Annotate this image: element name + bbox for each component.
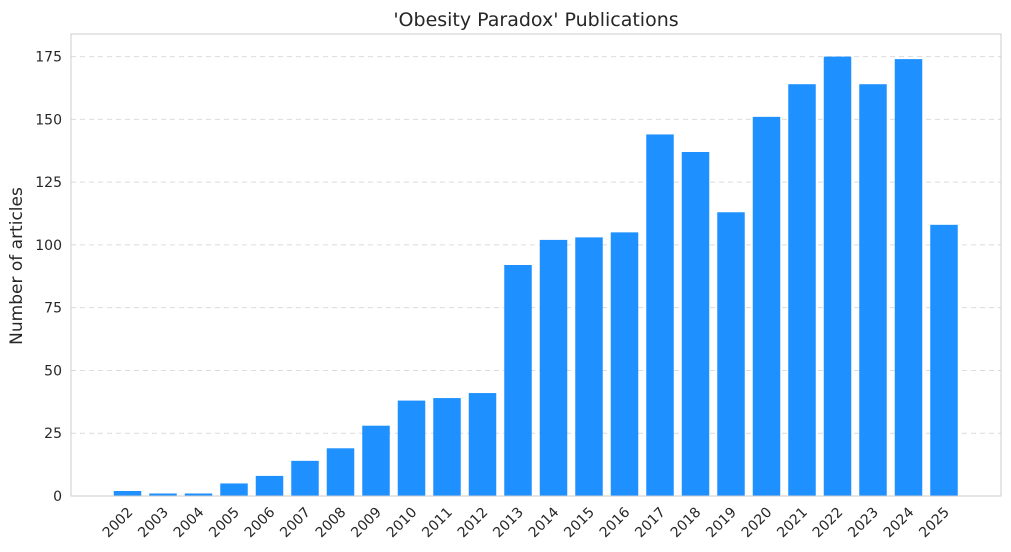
- x-tick-labels: 2002200320042005200620072008200920102011…: [100, 504, 953, 541]
- bar-2015: [575, 237, 603, 496]
- y-tick-label: 100: [35, 238, 62, 254]
- bar-2025: [930, 224, 958, 496]
- bar-2007: [291, 460, 319, 496]
- plot-frame: [70, 33, 1002, 497]
- bar-2021: [788, 84, 816, 496]
- bar-2016: [610, 232, 639, 496]
- bar-2011: [433, 398, 461, 496]
- bar-2022: [823, 56, 852, 496]
- x-tick-label: 2008: [313, 505, 350, 542]
- bar-2006: [255, 475, 284, 496]
- x-tick-label: 2009: [348, 505, 385, 542]
- x-tick-label: 2011: [419, 505, 456, 542]
- x-tick-label: 2021: [774, 505, 811, 542]
- x-tick-label: 2014: [526, 504, 563, 541]
- bar-2018: [681, 152, 710, 496]
- x-tick-label: 2012: [455, 505, 492, 542]
- bar-2003: [149, 493, 177, 496]
- x-tick-label: 2005: [206, 505, 243, 542]
- y-axis-label: Number of articles: [7, 187, 27, 345]
- x-tick-label: 2010: [384, 505, 421, 542]
- bar-2010: [397, 400, 426, 496]
- bar-2014: [539, 239, 568, 497]
- bar-2004: [184, 493, 213, 496]
- bar-2002: [113, 490, 142, 496]
- x-tick-label: 2013: [490, 505, 527, 542]
- x-tick-label: 2022: [810, 505, 847, 542]
- y-tick-label: 50: [44, 363, 62, 379]
- x-tick-label: 2017: [632, 505, 669, 542]
- x-tick-label: 2002: [100, 505, 137, 542]
- x-tick-label: 2004: [171, 504, 208, 541]
- x-tick-label: 2025: [916, 505, 953, 542]
- bars: [113, 56, 958, 497]
- y-tick-label: 150: [35, 112, 62, 128]
- x-tick-label: 2015: [561, 505, 598, 542]
- y-tick-label: 75: [44, 301, 62, 317]
- y-tick-label: 125: [35, 175, 62, 191]
- bar-2008: [326, 448, 355, 496]
- x-tick-label: 2006: [242, 504, 279, 541]
- x-tick-label: 2016: [597, 504, 634, 541]
- x-tick-label: 2019: [703, 505, 740, 542]
- x-tick-label: 2023: [845, 505, 882, 542]
- chart-title: 'Obesity Paradox' Publications: [393, 9, 678, 31]
- bar-2024: [894, 59, 923, 496]
- bar-2005: [220, 483, 248, 496]
- x-tick-label: 2018: [668, 505, 705, 542]
- x-tick-label: 2003: [135, 505, 172, 542]
- bar-2013: [504, 265, 532, 496]
- y-tick-label: 175: [35, 50, 62, 66]
- bar-2019: [717, 212, 745, 497]
- x-tick-label: 2020: [739, 505, 776, 542]
- x-tick-label: 2007: [277, 505, 314, 542]
- y-tick-label: 25: [44, 426, 62, 442]
- x-tick-label: 2024: [881, 504, 918, 541]
- bar-2020: [752, 116, 781, 496]
- bar-2012: [468, 393, 497, 496]
- bar-2009: [362, 425, 390, 496]
- bar-2023: [859, 84, 887, 496]
- y-tick-label: 0: [53, 489, 62, 505]
- bar-2017: [646, 134, 674, 496]
- y-tick-labels: 0 25 50 75 100 125 150 175: [35, 50, 62, 505]
